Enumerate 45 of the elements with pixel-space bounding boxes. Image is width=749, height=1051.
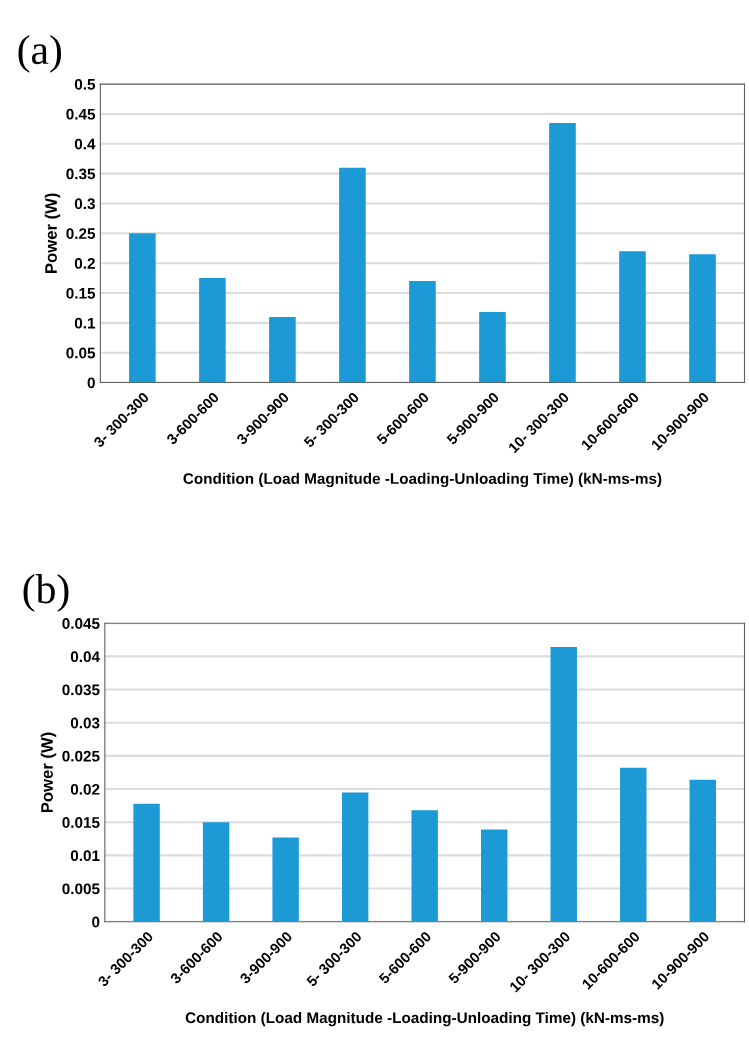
y-tick-label: 0.3	[74, 198, 95, 210]
bar	[129, 233, 156, 383]
y-axis-title: Power (W)	[44, 193, 61, 273]
y-tick-label: 0.04	[70, 651, 100, 663]
y-tick-label: 0.005	[62, 883, 100, 895]
y-tick-label: 0.01	[70, 850, 100, 862]
chart-title: (b)	[23, 574, 69, 612]
bar	[341, 792, 369, 922]
x-axis-title: Condition (Load Magnitude -Loading-Unloading Time) (kN-ms-ms)	[183, 472, 662, 488]
x-axis-title: Condition (Load Magnitude -Loading-Unloading Time) (kN-ms-ms)	[185, 1011, 664, 1027]
bar	[269, 316, 296, 383]
y-tick-label: 0.03	[70, 717, 100, 729]
y-tick-label: 0.15	[66, 287, 96, 299]
bar	[133, 803, 160, 922]
chart-title: (a)	[18, 34, 62, 73]
bar	[202, 822, 230, 922]
y-tick-label: 0.2	[74, 258, 95, 269]
y-tick-label: 0.4	[74, 138, 96, 150]
y-tick-label: 0	[92, 916, 100, 928]
y-tick-label: 0.045	[62, 618, 100, 629]
y-tick-label: 0.1	[74, 317, 96, 329]
y-tick-label: 0.35	[66, 168, 96, 180]
y-tick-label: 0.02	[70, 783, 100, 795]
bar	[411, 810, 438, 922]
bar	[339, 167, 366, 383]
bar	[479, 312, 506, 383]
bar	[619, 251, 646, 383]
bar	[409, 281, 436, 383]
y-tick-label: 0.05	[66, 347, 96, 359]
y-tick-label: 0.45	[66, 108, 96, 120]
bar	[272, 837, 299, 922]
bar	[550, 647, 577, 922]
y-tick-label: 0.015	[62, 817, 100, 828]
y-tick-label: 0.025	[62, 750, 100, 762]
bar	[689, 254, 716, 383]
y-axis-title: Power (W)	[40, 732, 57, 813]
bar	[199, 278, 226, 383]
bar	[481, 829, 508, 922]
bar	[549, 122, 576, 383]
bar	[620, 767, 647, 922]
y-tick-label: 0.035	[62, 684, 100, 696]
y-tick-label: 0.5	[74, 78, 96, 90]
y-tick-label: 0.25	[66, 228, 96, 240]
bar	[689, 779, 716, 922]
y-tick-label: 0	[87, 377, 95, 389]
